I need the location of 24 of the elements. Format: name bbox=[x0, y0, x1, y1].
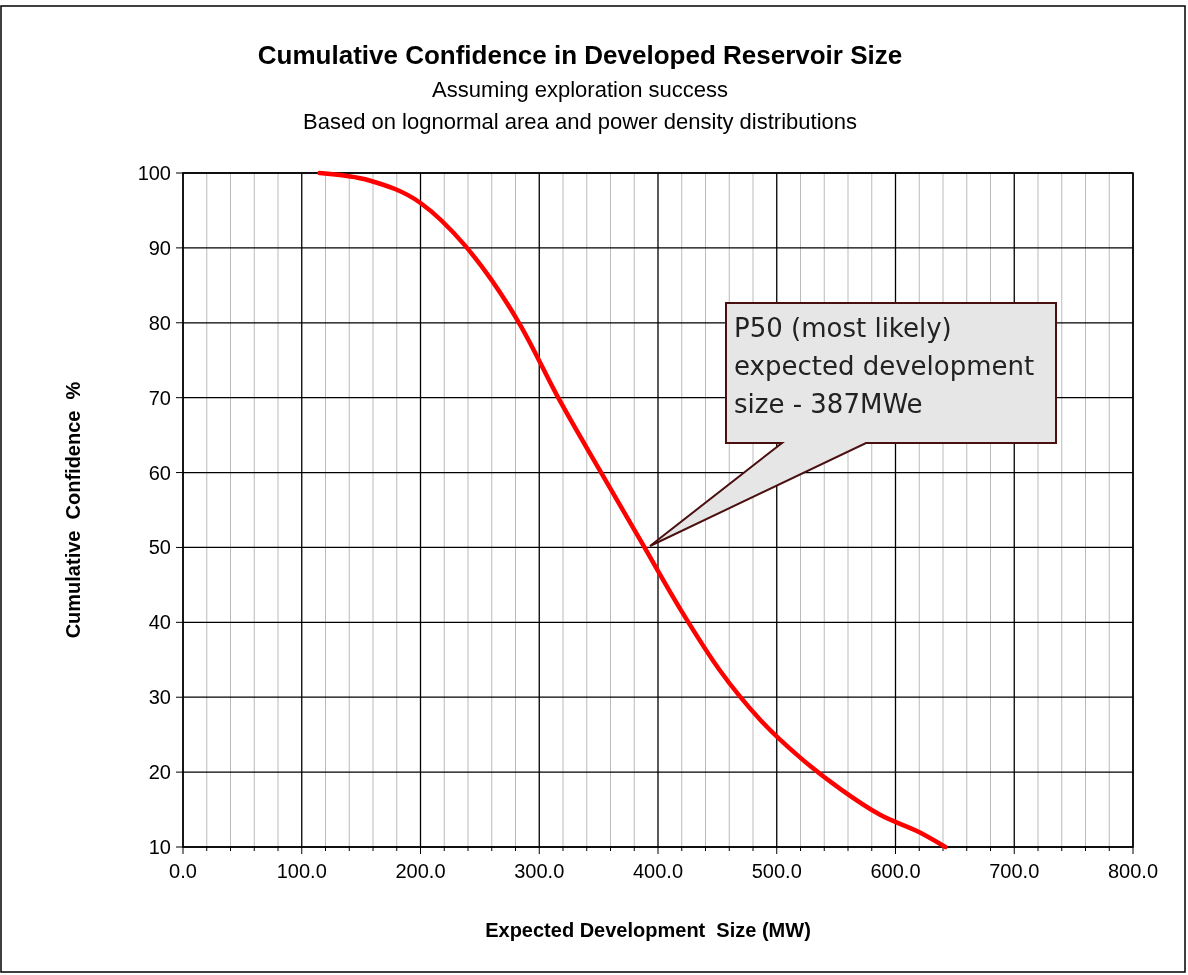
y-tick-label: 60 bbox=[148, 461, 171, 484]
x-tick-label: 100.0 bbox=[276, 860, 327, 882]
x-tick-label: 600.0 bbox=[870, 860, 921, 882]
x-tick-label: 500.0 bbox=[751, 860, 802, 882]
annotation: P50 (most likely) expected development size - 387MWe bbox=[734, 313, 1035, 419]
y-tick-label: 30 bbox=[148, 686, 171, 709]
x-tick-label: 800.0 bbox=[1107, 860, 1159, 882]
chart-title: Cumulative Confidence in Developed Reservoir Size bbox=[257, 40, 903, 70]
x-tick-label: 300.0 bbox=[514, 860, 565, 882]
y-tick-label: 40 bbox=[148, 611, 171, 634]
y-axis-title: Cumulative Confidence % bbox=[62, 381, 84, 639]
x-tick-label: 0.0 bbox=[169, 860, 197, 882]
y-tick-label: 70 bbox=[148, 386, 171, 409]
chart-subtitle: Assuming exploration success Based on lognormal area and power density distributions bbox=[303, 77, 857, 134]
x-axis-title: Expected Development Size (MW) bbox=[485, 919, 811, 941]
y-tick-label: 10 bbox=[148, 836, 171, 858]
y-tick-label: 80 bbox=[148, 311, 171, 334]
x-tick-label: 200.0 bbox=[395, 860, 446, 882]
x-tick-label: 400.0 bbox=[632, 860, 684, 882]
y-tick-label: 90 bbox=[148, 236, 171, 259]
y-tick-label: 20 bbox=[148, 761, 171, 784]
x-tick-label: 700.0 bbox=[989, 860, 1040, 882]
y-tick-label: 50 bbox=[148, 536, 171, 559]
y-tick-label: 100 bbox=[137, 162, 171, 184]
